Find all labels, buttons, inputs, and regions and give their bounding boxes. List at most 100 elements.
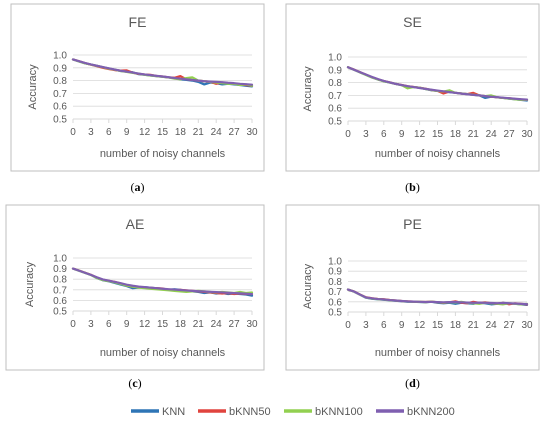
x-tick-label: 15 xyxy=(157,319,169,330)
y-tick-label: 0.8 xyxy=(53,76,67,87)
legend-item-bknn200: bKNN200 xyxy=(376,406,455,418)
y-tick-label: 0.9 xyxy=(53,264,67,275)
y-tick-label: 0.6 xyxy=(328,297,342,308)
series-line-bknn200 xyxy=(71,58,254,86)
caption-d-letter: d xyxy=(409,376,416,390)
caption-b: (b) xyxy=(405,180,420,194)
x-tick-labels: 0 3 6 9 12 15 18 21 24 27 30 xyxy=(345,320,533,331)
y-tick-labels: 0.50.60.70.80.91.0 xyxy=(53,254,67,318)
y-tick-label: 0.5 xyxy=(53,115,67,126)
x-tick-label: 27 xyxy=(504,129,516,140)
x-tick-label: 24 xyxy=(486,129,498,140)
chart-title: AE xyxy=(126,216,145,232)
chart-title: PE xyxy=(403,216,422,232)
y-tick-label: 1.0 xyxy=(328,53,342,64)
caption-b-letter: b xyxy=(409,180,416,194)
x-tick-label: 30 xyxy=(246,127,258,138)
x-tick-label: 27 xyxy=(229,127,241,138)
chart-frame xyxy=(10,3,265,172)
x-tick-labels: 0 3 6 9 12 15 18 21 24 27 30 xyxy=(345,129,533,140)
y-axis-label: Accuracy xyxy=(302,66,314,112)
x-tick-label: 24 xyxy=(211,127,223,138)
x-tick-label: 0 xyxy=(70,127,76,138)
x-tick-label: 27 xyxy=(504,320,516,331)
series-line-bknn200 xyxy=(71,267,254,296)
x-tick-label: 6 xyxy=(106,319,112,330)
x-tick-label: 21 xyxy=(468,320,480,331)
caption-d: (d) xyxy=(405,376,420,390)
caption-a-close: ) xyxy=(141,180,145,194)
caption-a-letter: a xyxy=(135,180,141,194)
x-tick-label: 21 xyxy=(193,319,205,330)
caption-d-open: ( xyxy=(405,376,409,390)
x-tick-label: 0 xyxy=(70,319,76,330)
y-tick-label: 0.8 xyxy=(328,277,342,288)
x-tick-label: 12 xyxy=(414,320,426,331)
series-lines xyxy=(71,267,254,297)
x-tick-label: 18 xyxy=(175,319,187,330)
chart-panel-ae: AE 0.50.60.70.80.91.0 0 3 6 9 12 15 18 21 24 27 30… xyxy=(5,204,265,371)
chart-title: SE xyxy=(403,14,422,30)
caption-b-open: ( xyxy=(405,180,409,194)
caption-c-close: ) xyxy=(138,376,142,390)
x-tick-label: 3 xyxy=(88,319,94,330)
x-tick-label: 9 xyxy=(124,127,130,138)
y-tick-label: 1.0 xyxy=(53,254,67,265)
x-tick-label: 3 xyxy=(88,127,94,138)
caption-d-close: ) xyxy=(416,376,420,390)
series-lines xyxy=(346,288,529,306)
x-tick-label: 6 xyxy=(381,320,387,331)
x-tick-label: 6 xyxy=(106,127,112,138)
x-tick-label: 12 xyxy=(414,129,426,140)
y-tick-label: 0.5 xyxy=(328,117,342,128)
x-tick-label: 12 xyxy=(139,319,151,330)
legend-label-bknn200: bKNN200 xyxy=(407,406,455,418)
grid-lines xyxy=(347,56,528,125)
x-tick-label: 0 xyxy=(345,129,351,140)
y-tick-label: 1.0 xyxy=(53,51,67,62)
y-tick-label: 0.9 xyxy=(328,267,342,278)
chart-title: FE xyxy=(129,14,147,30)
caption-a-open: ( xyxy=(131,180,135,194)
legend-label-bknn50: bKNN50 xyxy=(229,406,271,418)
x-tick-label: 21 xyxy=(193,127,205,138)
x-tick-label: 24 xyxy=(211,319,223,330)
series-line-bknn200 xyxy=(346,288,529,306)
x-tick-label: 3 xyxy=(363,320,369,331)
y-tick-labels: 0.50.60.70.80.91.0 xyxy=(328,257,342,319)
x-tick-label: 21 xyxy=(468,129,480,140)
series-lines xyxy=(346,66,529,102)
x-tick-label: 15 xyxy=(432,320,444,331)
x-tick-label: 3 xyxy=(363,129,369,140)
x-tick-label: 27 xyxy=(229,319,241,330)
x-tick-label: 15 xyxy=(432,129,444,140)
x-tick-label: 18 xyxy=(175,127,187,138)
x-axis-label: number of noisy channels xyxy=(375,148,501,160)
x-tick-label: 30 xyxy=(521,129,533,140)
series-lines xyxy=(71,58,254,88)
legend-label-knn: KNN xyxy=(162,406,185,418)
y-axis-label: Accuracy xyxy=(27,64,39,110)
x-tick-labels: 0 3 6 9 12 15 18 21 24 27 30 xyxy=(70,127,258,138)
x-tick-label: 9 xyxy=(399,129,405,140)
y-tick-label: 0.7 xyxy=(328,287,342,298)
x-tick-label: 18 xyxy=(450,320,462,331)
chart-panel-pe: PE 0.50.60.70.80.91.0 0 3 6 9 12 15 18 21 24 27 30… xyxy=(285,204,540,371)
legend: KNN bKNN50 bKNN100 bKNN200 xyxy=(131,406,455,418)
legend-item-knn: KNN xyxy=(131,406,185,418)
x-axis-label: number of noisy channels xyxy=(375,347,501,359)
legend-item-bknn100: bKNN100 xyxy=(284,406,363,418)
x-axis-label: number of noisy channels xyxy=(100,347,226,359)
x-tick-label: 12 xyxy=(139,127,151,138)
y-tick-label: 0.5 xyxy=(53,307,67,318)
x-tick-label: 9 xyxy=(124,319,130,330)
x-tick-labels: 0 3 6 9 12 15 18 21 24 27 30 xyxy=(70,319,258,330)
y-axis-label: Accuracy xyxy=(24,261,36,307)
x-tick-label: 24 xyxy=(486,320,498,331)
caption-c: (c) xyxy=(128,376,141,390)
legend-item-bknn50: bKNN50 xyxy=(198,406,271,418)
chart-panel-fe: FE 0.5 0.6 0.7 0.8 0.91.0 0 3 6 9 12 15 18 21 24 27 30… xyxy=(10,3,265,172)
x-tick-label: 9 xyxy=(399,320,405,331)
y-tick-label: 0.7 xyxy=(53,285,67,296)
